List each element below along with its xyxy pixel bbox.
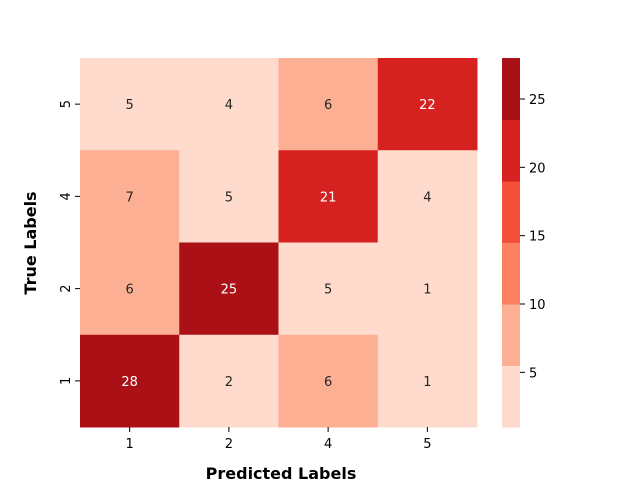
colorbar-segment <box>502 181 520 243</box>
cell-value-label: 25 <box>221 283 238 298</box>
heatmap-cell <box>377 58 478 151</box>
cell-value-label: 6 <box>324 98 332 113</box>
heatmap-cell <box>80 150 180 243</box>
cell-annotations: 5 4 6 22 7 5 21 4 6 25 5 1 28 2 6 1 <box>121 98 435 390</box>
colorbar-tick-label: 5 <box>529 366 537 381</box>
colorbar-segment <box>502 58 520 120</box>
colorbar-segment <box>502 365 520 428</box>
colorbar-ticks: 5 10 15 20 25 <box>520 93 546 381</box>
heatmap-cell <box>278 150 379 243</box>
x-axis-title: Predicted Labels <box>206 464 357 483</box>
y-axis-ticks: 5 4 2 1 <box>59 100 80 385</box>
cell-value-label: 5 <box>125 98 133 113</box>
heatmap-cell <box>179 334 279 428</box>
colorbar-segment <box>502 304 520 366</box>
heatmap-grid <box>80 58 478 428</box>
heatmap-cell <box>278 334 379 428</box>
colorbar <box>502 58 520 428</box>
heatmap-cell <box>80 58 180 151</box>
colorbar-segment <box>502 119 520 182</box>
heatmap-cell <box>278 58 379 151</box>
cell-value-label: 21 <box>320 190 337 205</box>
x-tick-label: 2 <box>225 437 233 452</box>
cell-value-label: 28 <box>121 375 138 390</box>
colorbar-tick-label: 25 <box>529 93 546 108</box>
colorbar-segment <box>502 242 520 305</box>
cell-value-label: 6 <box>324 375 332 390</box>
colorbar-tick-label: 10 <box>529 298 546 313</box>
cell-value-label: 22 <box>419 98 436 113</box>
y-axis-title: True Labels <box>21 191 40 294</box>
colorbar-tick-label: 20 <box>529 161 546 176</box>
y-tick-label: 4 <box>59 192 74 200</box>
cell-value-label: 4 <box>423 190 431 205</box>
heatmap-cell <box>377 334 478 428</box>
cell-value-label: 7 <box>125 190 133 205</box>
y-tick-label: 2 <box>59 284 74 292</box>
cell-value-label: 4 <box>225 98 233 113</box>
colorbar-tick-label: 15 <box>529 230 546 245</box>
heatmap-cell <box>377 150 478 243</box>
heatmap-cell <box>179 242 279 336</box>
heatmap-cell <box>179 58 279 151</box>
y-tick-label: 5 <box>59 100 74 108</box>
cell-value-label: 5 <box>324 283 332 298</box>
cell-value-label: 1 <box>423 375 431 390</box>
heatmap-cell <box>377 242 478 336</box>
heatmap-cell <box>80 242 180 336</box>
x-tick-label: 5 <box>423 437 431 452</box>
cell-value-label: 6 <box>125 283 133 298</box>
cell-value-label: 1 <box>423 283 431 298</box>
heatmap-cell <box>278 242 379 336</box>
x-axis-ticks: 1 2 4 5 <box>125 427 432 452</box>
x-tick-label: 4 <box>324 437 332 452</box>
heatmap-cell <box>179 150 279 243</box>
x-tick-label: 1 <box>125 437 133 452</box>
cell-value-label: 5 <box>225 190 233 205</box>
cell-value-label: 2 <box>225 375 233 390</box>
heatmap-cell <box>80 334 180 428</box>
y-tick-label: 1 <box>59 377 74 385</box>
